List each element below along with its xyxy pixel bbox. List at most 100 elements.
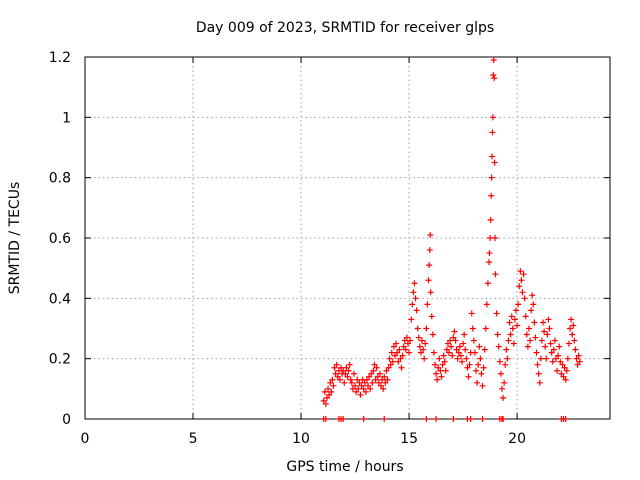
data-point [575,352,582,359]
data-point [368,370,375,377]
data-point [356,379,363,386]
data-point [500,416,507,422]
data-point [323,394,330,401]
data-point [397,355,404,362]
data-point [522,313,529,320]
data-point [568,316,575,323]
data-point [386,355,393,362]
data-point [366,373,373,380]
data-point [443,346,450,353]
data-point [341,379,348,386]
data-point [363,376,370,383]
data-point [479,416,486,422]
data-point [334,373,341,380]
data-point [415,334,422,341]
data-point [459,358,466,365]
data-point [562,376,569,383]
data-point [562,416,569,422]
data-point [358,382,365,389]
data-point [325,385,332,392]
data-point [496,358,503,365]
data-point [486,259,493,266]
data-point [342,370,349,377]
data-point [406,349,413,356]
data-point [477,355,484,362]
data-point [513,307,520,314]
data-point [461,331,468,338]
data-point [565,340,572,347]
data-point [440,352,447,359]
data-point [454,355,461,362]
data-point [532,334,539,341]
data-point [495,343,502,350]
data-point [423,416,430,422]
data-point [552,355,559,362]
data-point [433,416,440,422]
data-point [353,388,360,395]
data-point [484,280,491,287]
tick-labels: 0 5 10 15 20 0 0.2 0.4 0.6 0.8 1 1.2 [49,50,526,447]
data-points [320,57,583,422]
data-point [537,355,544,362]
data-point [455,349,462,356]
data-point [338,364,345,371]
data-point [377,382,384,389]
data-point [511,316,518,323]
data-point [554,367,561,374]
data-point [507,331,514,338]
data-point [376,370,383,377]
data-point [492,235,499,241]
data-point [559,361,566,368]
data-point [548,349,555,356]
data-point [326,391,333,398]
data-point [524,343,531,350]
data-point [389,358,396,365]
y-tick-label: 0.2 [49,352,71,368]
data-point [380,385,387,392]
data-point [519,289,526,296]
y-tick-label: 1 [62,110,71,126]
data-point [399,352,406,359]
data-point [479,382,486,389]
data-point [510,340,517,347]
data-point [450,416,457,422]
data-point [437,367,444,374]
x-axis-title: GPS time / hours [286,459,403,475]
data-point [460,340,467,347]
data-point [409,301,416,308]
data-point [329,376,336,383]
data-point [416,343,423,350]
y-tick-label: 0.4 [49,291,71,307]
data-point [436,355,443,362]
data-point [355,385,362,392]
data-point [419,337,426,344]
data-point [414,325,421,332]
data-point [426,247,433,254]
data-point [492,271,499,278]
data-point [545,316,552,323]
data-point [345,367,352,374]
data-point [442,367,449,374]
data-point [367,385,374,392]
data-point [538,337,545,344]
data-point [448,343,455,350]
data-point [322,416,329,422]
data-point [336,376,343,383]
data-point [543,355,550,362]
data-point [514,322,521,329]
data-point [493,310,500,317]
data-point [498,385,505,392]
data-point [488,192,495,199]
data-point [330,382,337,389]
data-point [411,280,418,287]
data-point [506,319,513,326]
data-point [571,337,578,344]
data-point [379,376,386,383]
data-point [426,262,433,269]
data-point [466,361,473,368]
data-point [463,355,470,362]
data-point [387,361,394,368]
data-point [381,416,388,422]
data-point [365,382,372,389]
data-point [369,379,376,386]
